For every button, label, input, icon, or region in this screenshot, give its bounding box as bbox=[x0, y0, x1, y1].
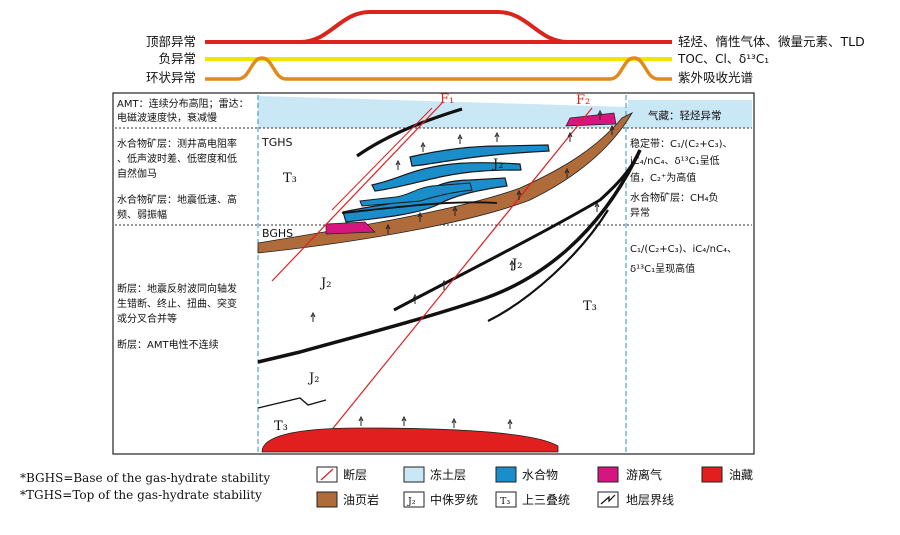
legend-item-oil: 油藏 bbox=[701, 466, 753, 483]
hydrate-seismic-line1: 水合物矿层：地震低速、高 bbox=[117, 193, 237, 206]
top-anomaly-indicators: 轻烃、惰性气体、微量元素、TLD bbox=[678, 34, 865, 49]
top-anomaly-curve bbox=[299, 10, 569, 44]
ring-anomaly-curve bbox=[205, 56, 672, 81]
ring-anomaly-label: 环状异常 bbox=[146, 70, 196, 85]
j2-label-right: J₂ bbox=[510, 257, 522, 272]
legend-fault-label: 断层 bbox=[343, 467, 367, 482]
hydrate-logs-line1: 水合物矿层：测井高电阻率 bbox=[117, 137, 237, 150]
hydrate-ch4-line2: 异常 bbox=[630, 206, 650, 219]
boundary-swatch bbox=[597, 491, 619, 508]
left-panel-notes: AMT：连续分布高阻；雷达： 电磁波速度快，衰减慢 水合物矿层：测井高电阻率 、… bbox=[117, 97, 249, 351]
amt-note-line2: 电磁波速度快，衰减慢 bbox=[117, 111, 217, 124]
jurassic-swatch bbox=[403, 491, 425, 508]
footnotes: *BGHS=Base of the gas-hydrate stability … bbox=[20, 471, 270, 502]
fault-seismic-line2: 生错断、终止、扭曲、突变 bbox=[117, 297, 237, 310]
stable-zone-line2: iC₄/nC₄、δ¹³C₁呈低 bbox=[630, 154, 720, 167]
negative-anomaly-indicators: TOC、Cl、δ¹³C₁ bbox=[677, 52, 769, 66]
legend-item-permafrost: 冻土层 bbox=[403, 466, 466, 483]
fault-amt-note: 断层：AMT电性不连续 bbox=[117, 338, 219, 351]
upper-boundary-line bbox=[356, 107, 463, 158]
hydrate-swatch bbox=[495, 466, 517, 483]
j2-label-lower: J₂ bbox=[307, 371, 319, 386]
legend-item-oil-shale: 油页岩 bbox=[316, 491, 379, 508]
footnote-tghs: *TGHS=Top of the gas-hydrate stability bbox=[20, 488, 262, 502]
triassic-swatch bbox=[495, 491, 517, 508]
legend-item-fault: 断层 bbox=[316, 466, 367, 483]
legend-free-gas-label: 游离气 bbox=[626, 467, 662, 482]
footnote-bghs: *BGHS=Base of the gas-hydrate stability bbox=[20, 471, 270, 485]
deep-zone-line2: δ¹³C₁呈现高值 bbox=[630, 262, 695, 275]
hydrate-seismic-line2: 频、弱振幅 bbox=[117, 208, 167, 221]
legend-jurassic-label: 中侏罗统 bbox=[430, 492, 478, 507]
j2-label-middle: J₂ bbox=[319, 276, 331, 291]
fault-symbol bbox=[320, 468, 334, 481]
legend-item-boundary: 地层界线 bbox=[597, 491, 674, 508]
stable-zone-line3: 值，C₂⁺为高值 bbox=[630, 171, 696, 184]
permafrost-swatch bbox=[403, 466, 425, 483]
legend-item-free-gas: 游离气 bbox=[597, 466, 662, 483]
fault-seismic-line3: 或分叉合并等 bbox=[117, 312, 177, 325]
anomaly-curves: 顶部异常 负异常 环状异常 轻烃、惰性气体、微量元素、TLD TOC、Cl、δ¹… bbox=[146, 10, 865, 85]
top-anomaly-label: 顶部异常 bbox=[146, 34, 196, 49]
jurassic-symbol: J₂ bbox=[407, 496, 416, 507]
legend-item-hydrate: 水合物 bbox=[495, 466, 558, 483]
right-panel-notes: 气藏：轻烃异常 稳定带：C₁/(C₂+C₃)、 iC₄/nC₄、δ¹³C₁呈低 … bbox=[630, 109, 737, 275]
hydrate-logs-line2: 、低声波时差、低密度和低 bbox=[117, 152, 237, 165]
amt-note-line1: AMT：连续分布高阻；雷达： bbox=[117, 97, 249, 110]
ring-anomaly-indicators: 紫外吸收光谱 bbox=[678, 70, 753, 85]
oil-shale-swatch bbox=[316, 491, 338, 508]
negative-anomaly-label: 负异常 bbox=[158, 51, 196, 66]
hydrate-layer-4 bbox=[409, 144, 550, 167]
geological-section: F₁ F₂ TGHS BGHS T₃ J₂ J₂ J₂ T₃ J₂ T₃ AMT… bbox=[112, 92, 755, 455]
lower-boundary-line bbox=[257, 149, 642, 364]
t3-label-lower: T₃ bbox=[274, 419, 288, 434]
boundary-short-line bbox=[341, 201, 498, 214]
legend-item-jurassic: J₂ 中侏罗统 bbox=[403, 491, 478, 508]
legend-oil-label: 油藏 bbox=[729, 468, 753, 482]
free-gas-lens-lower bbox=[325, 221, 376, 235]
permafrost-layer-right bbox=[628, 100, 752, 128]
hydrate-layer-3 bbox=[371, 162, 522, 192]
t3-label-upper: T₃ bbox=[283, 171, 297, 186]
fault-f2 bbox=[329, 107, 593, 433]
unconformity-line bbox=[257, 397, 327, 409]
secondary-boundary-line bbox=[487, 209, 609, 322]
fault-f1 bbox=[271, 101, 444, 282]
legend-permafrost-label: 冻土层 bbox=[430, 467, 466, 482]
legend-oil-shale-label: 油页岩 bbox=[343, 492, 379, 507]
free-gas-lens-upper bbox=[565, 112, 617, 127]
legend-hydrate-label: 水合物 bbox=[522, 467, 558, 482]
fault-f1-label: F₁ bbox=[440, 92, 454, 107]
oil-reservoir bbox=[261, 427, 559, 453]
legend: 断层 冻土层 水合物 游离气 油藏 油页岩 J₂ 中侏罗统 bbox=[316, 466, 753, 508]
oil-shale-layer bbox=[257, 112, 634, 254]
deep-zone-line1: C₁/(C₂+C₃)、iC₄/nC₄、 bbox=[630, 244, 737, 255]
fault-seismic-line1: 断层：地震反射波同向轴发 bbox=[117, 282, 237, 295]
hydrate-logs-line3: 自然伽马 bbox=[117, 167, 157, 180]
migration-arrows bbox=[310, 109, 615, 429]
j2-label-upper: J₂ bbox=[491, 157, 503, 172]
legend-boundary-label: 地层界线 bbox=[626, 493, 674, 507]
t3-label-right: T₃ bbox=[583, 299, 597, 314]
hydrate-layer-2 bbox=[359, 182, 473, 207]
boundary-symbol bbox=[600, 494, 616, 505]
bghs-label: BGHS bbox=[262, 227, 293, 240]
hydrate-ch4-line1: 水合物矿层：CH₄负 bbox=[630, 191, 719, 204]
tghs-label: TGHS bbox=[261, 136, 293, 149]
permafrost-layer bbox=[258, 96, 628, 128]
free-gas-swatch bbox=[597, 466, 619, 483]
legend-triassic-label: 上三叠统 bbox=[522, 493, 570, 507]
gas-reservoir-note: 气藏：轻烃异常 bbox=[648, 109, 722, 122]
oil-swatch bbox=[701, 466, 723, 483]
fault-f1-branch bbox=[331, 107, 433, 211]
stable-zone-line1: 稳定带：C₁/(C₂+C₃)、 bbox=[630, 137, 733, 150]
triassic-symbol: T₃ bbox=[500, 496, 510, 507]
fault-f2-label: F₂ bbox=[576, 93, 590, 108]
legend-item-triassic: T₃ 上三叠统 bbox=[495, 491, 570, 508]
